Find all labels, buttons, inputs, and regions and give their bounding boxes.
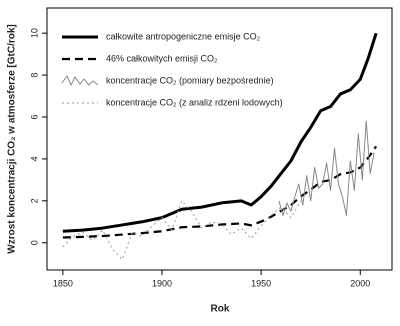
y-tick-label: 0 xyxy=(29,240,39,245)
x-axis-title: Rok xyxy=(211,304,230,315)
legend-label: całkowite antropogeniczne emisje CO₂ xyxy=(106,31,261,41)
x-tick-label: 1850 xyxy=(53,278,73,288)
plot-frame xyxy=(46,7,393,271)
y-tick-label: 8 xyxy=(29,73,39,78)
y-tick-label: 6 xyxy=(29,114,39,119)
legend-label: koncentracje CO₂ (pomiary bezpośrednie) xyxy=(106,75,274,85)
x-tick-label: 2000 xyxy=(350,278,370,288)
y-tick-label: 10 xyxy=(29,28,39,38)
legend-swatch xyxy=(61,74,99,87)
x-tick-label: 1950 xyxy=(251,278,271,288)
series-line xyxy=(278,120,375,217)
legend-label: koncentracje CO₂ (z analiz rdzeni lodowy… xyxy=(106,97,283,107)
y-tick-label: 2 xyxy=(29,198,39,203)
x-tick-label: 1900 xyxy=(152,278,172,288)
series-line xyxy=(62,32,378,233)
y-tick-label: 4 xyxy=(29,156,39,161)
y-axis-title: Wzrost koncentracji CO₂ w atmosferze [Gt… xyxy=(7,24,18,253)
legend-label: 46% całkowitych emisji CO₂ xyxy=(106,53,218,63)
